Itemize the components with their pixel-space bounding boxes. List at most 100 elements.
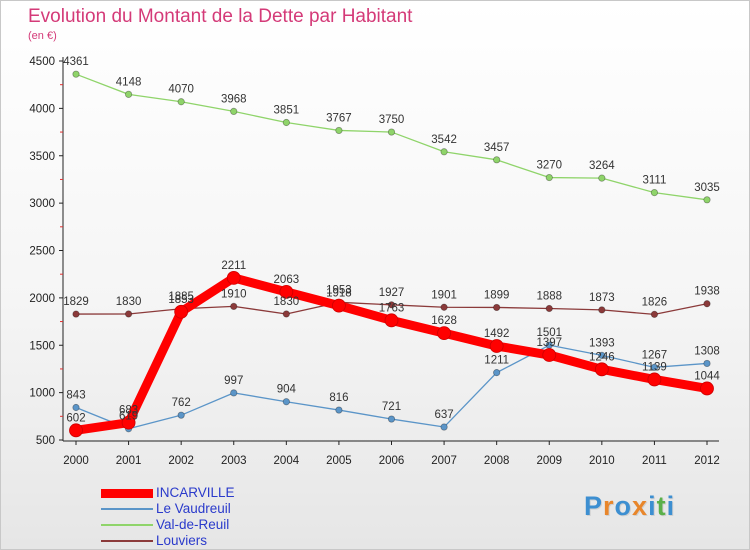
data-label: 4148 (116, 76, 142, 88)
data-label: 1628 (431, 315, 457, 327)
x-tick-label: 2006 (379, 455, 405, 467)
data-point (174, 304, 189, 319)
data-label: 843 (66, 390, 85, 402)
data-label: 3035 (694, 182, 720, 194)
data-point (282, 310, 290, 318)
data-label: 4361 (63, 56, 89, 68)
data-point (650, 363, 659, 371)
y-tick-label: 2500 (29, 246, 55, 258)
data-point (440, 423, 448, 431)
data-label: 1888 (536, 290, 562, 302)
data-label: 1899 (484, 289, 510, 301)
data-label: 1953 (326, 284, 352, 296)
data-point (72, 403, 80, 412)
data-label: 2211 (221, 260, 246, 272)
data-label: 816 (329, 392, 348, 404)
data-point (384, 313, 399, 328)
x-tick-label: 2007 (431, 455, 457, 467)
data-label: 1393 (589, 337, 615, 349)
data-label: 602 (66, 412, 85, 424)
data-point (598, 306, 606, 314)
data-point (72, 310, 80, 318)
data-label: 637 (434, 409, 453, 421)
data-label: 4070 (168, 84, 194, 96)
legend-swatch (101, 540, 153, 542)
data-point (230, 302, 238, 311)
data-point (542, 348, 557, 362)
logo-letter: r (603, 491, 615, 521)
data-label: 619 (119, 411, 138, 423)
logo-letter: P (584, 491, 604, 521)
y-tick-label: 500 (36, 435, 55, 447)
data-point (700, 381, 714, 396)
data-label: 3111 (642, 175, 666, 187)
chart-subtitle: (en €) (28, 30, 57, 42)
chart-title: Evolution du Montant de la Dette par Hab… (28, 6, 413, 27)
data-point (282, 398, 290, 406)
data-label: 3851 (274, 104, 300, 116)
data-label: 3542 (431, 134, 457, 146)
x-tick-label: 2012 (694, 455, 720, 467)
legend-swatch (101, 488, 153, 498)
data-point (650, 189, 659, 197)
legend-label: Louviers (156, 533, 208, 548)
data-label: 3457 (484, 142, 510, 154)
data-label: 1267 (642, 349, 668, 361)
data-label: 1763 (379, 302, 405, 314)
data-point (489, 339, 504, 353)
data-label: 1829 (63, 296, 89, 308)
y-tick-label: 3500 (29, 151, 55, 163)
data-point (650, 310, 659, 318)
x-tick-label: 2001 (116, 455, 142, 467)
data-label: 721 (382, 401, 401, 413)
data-label: 1211 (484, 355, 509, 367)
x-tick-label: 2008 (484, 455, 510, 467)
data-label: 1501 (536, 327, 562, 339)
data-label: 3270 (536, 160, 562, 172)
data-label: 3767 (326, 112, 352, 124)
x-tick-label: 2000 (63, 455, 89, 467)
data-label: 1826 (642, 296, 668, 308)
y-tick-label: 4500 (29, 56, 55, 68)
data-label: 683 (119, 405, 138, 417)
data-label: 1853 (168, 294, 194, 306)
legend-label: Val-de-Reuil (156, 517, 230, 532)
proxiti-logo: Proxiti (584, 491, 675, 522)
legend-label: Le Vaudreuil (156, 501, 231, 516)
data-point (177, 411, 185, 419)
data-point (332, 298, 346, 313)
data-point (545, 304, 553, 313)
data-point (703, 196, 711, 204)
x-tick-label: 2004 (274, 455, 300, 467)
data-point (598, 174, 606, 182)
data-label: 904 (277, 384, 297, 396)
data-label: 1308 (694, 345, 720, 357)
data-point (493, 369, 501, 377)
data-label: 1830 (116, 296, 142, 308)
data-point (387, 128, 396, 136)
data-point (72, 70, 80, 78)
data-label: 1938 (694, 286, 720, 298)
legend: INCARVILLE Le Vaudreuil Val-de-Reuil Louvie… (101, 485, 235, 549)
logo-letter: t (656, 491, 667, 521)
data-label: 3750 (379, 114, 405, 126)
data-label: 1885 (168, 291, 194, 303)
data-label: 1910 (221, 288, 247, 300)
data-point (493, 156, 501, 164)
data-point (230, 389, 238, 397)
data-point (177, 98, 185, 106)
data-label: 2063 (274, 274, 300, 286)
data-label: 1246 (589, 351, 615, 363)
logo-letter: o (614, 491, 633, 521)
data-point (279, 285, 294, 299)
data-point (545, 173, 553, 182)
legend-label: INCARVILLE (156, 485, 235, 500)
data-label: 1873 (589, 292, 615, 304)
data-label: 1492 (484, 328, 510, 340)
legend-swatch (101, 524, 153, 526)
x-tick-label: 2005 (326, 455, 352, 467)
data-label: 1927 (379, 287, 405, 299)
data-label: 997 (224, 375, 243, 387)
